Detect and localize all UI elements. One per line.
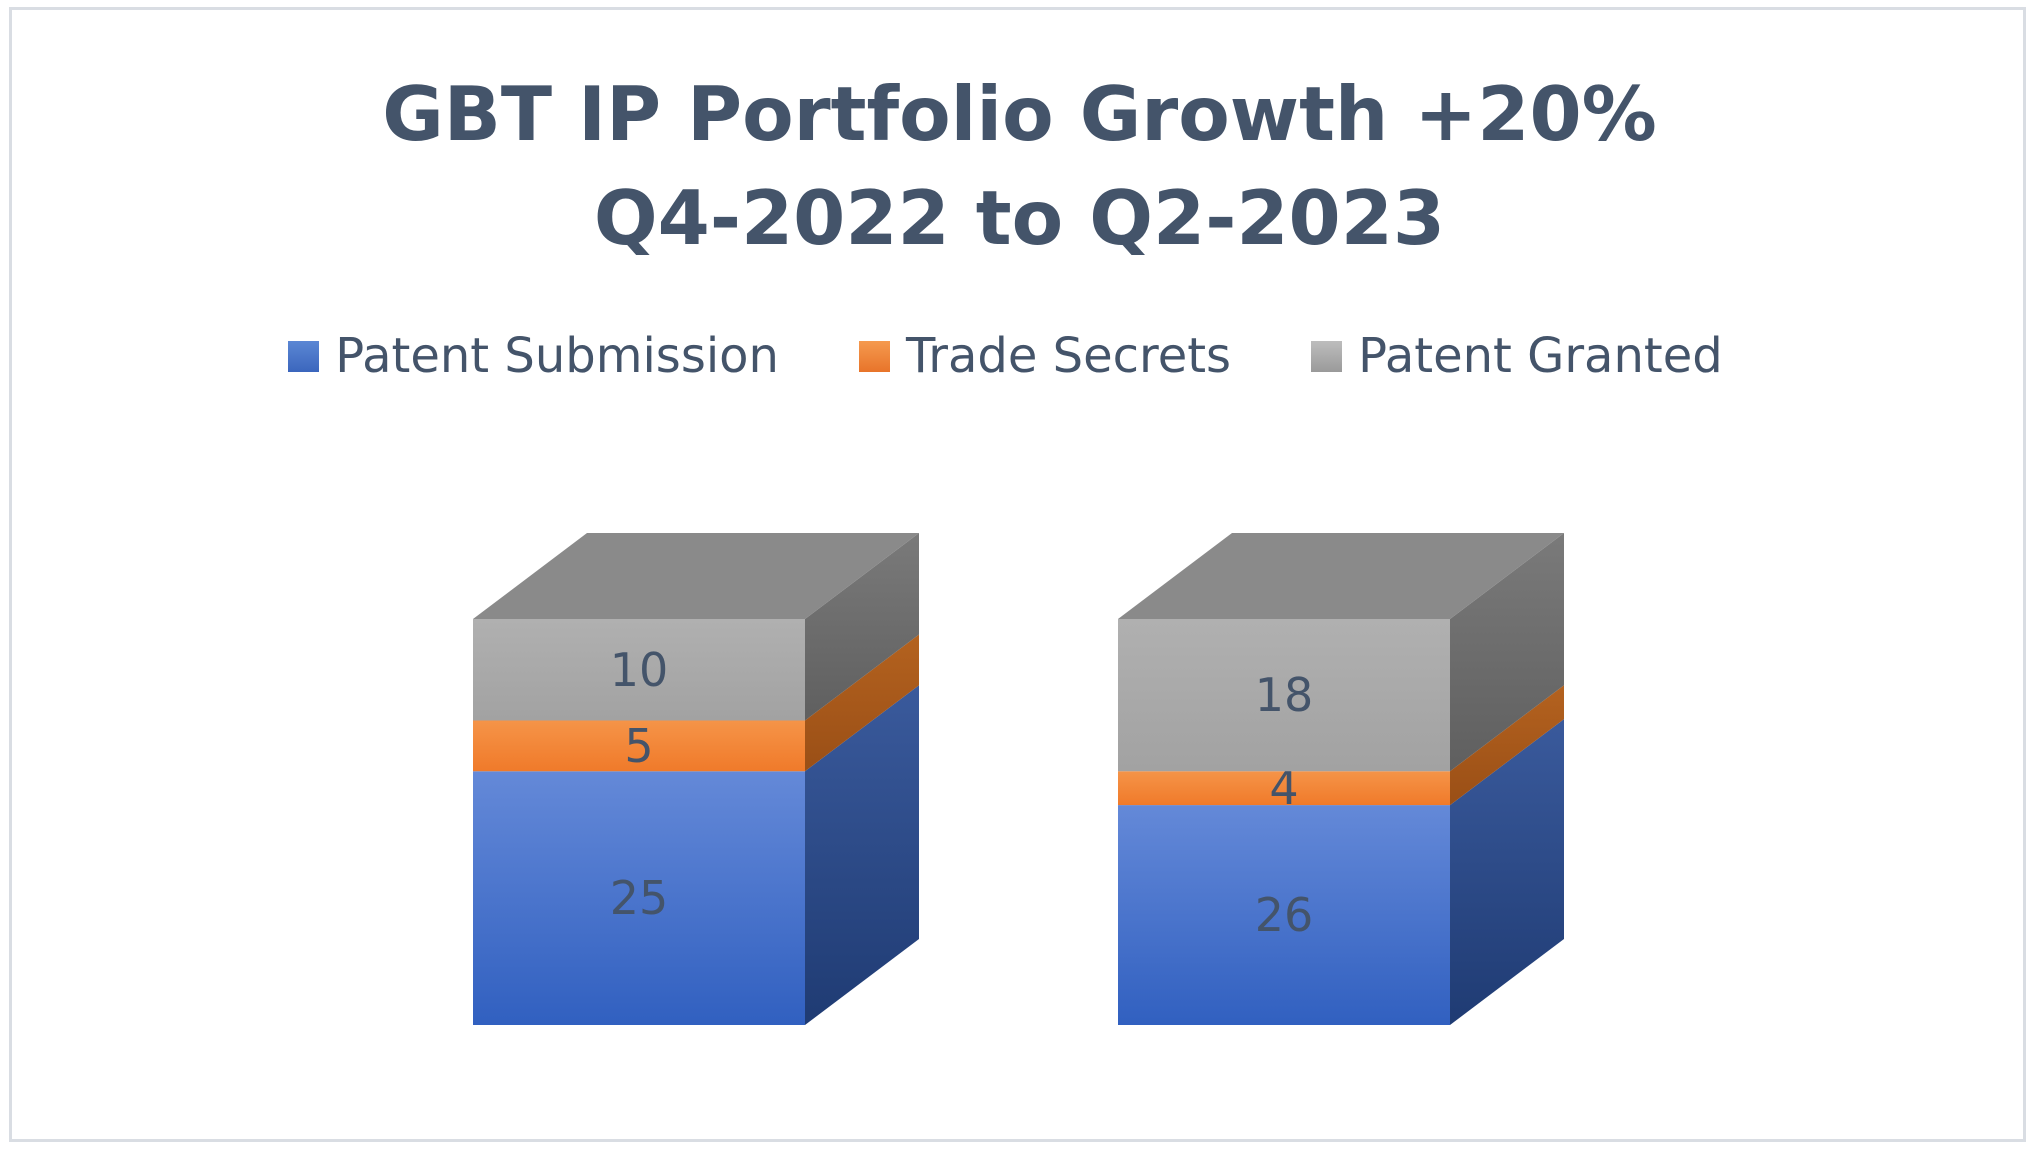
data-label-patent-granted-2: 18 xyxy=(1255,668,1314,722)
legend-swatch-patent-submission xyxy=(288,340,320,372)
bar-patent-submission-2[interactable] xyxy=(1118,805,1450,1025)
bar-top-1 xyxy=(473,533,919,619)
legend-label-patent-submission: Patent Submission xyxy=(335,328,779,384)
bar-patent-granted-2[interactable] xyxy=(1118,619,1450,772)
bar-patent-submission-1-side xyxy=(805,685,919,1025)
data-label-trade-secrets-1: 5 xyxy=(624,719,653,773)
bar-trade-secrets-1[interactable] xyxy=(473,720,805,772)
bar-patent-granted-2-side xyxy=(1450,533,1564,772)
chart-title-line-1: GBT IP Portfolio Growth +20% xyxy=(382,70,1657,158)
data-label-patent-granted-1: 10 xyxy=(610,643,669,697)
legend-item-patent-submission[interactable]: Patent Submission xyxy=(288,328,779,384)
bar-patent-submission-1[interactable] xyxy=(473,771,805,1025)
bar-trade-secrets-2[interactable] xyxy=(1118,771,1450,806)
legend-swatch-trade-secrets xyxy=(858,340,890,372)
legend-swatch-patent-granted xyxy=(1311,340,1343,372)
bar-trade-secrets-2-side xyxy=(1450,685,1564,806)
bar-trade-secrets-1-side xyxy=(805,634,919,772)
bar-patent-submission-2-side xyxy=(1450,719,1564,1025)
legend-item-trade-secrets[interactable]: Trade Secrets xyxy=(858,328,1232,384)
legend-label-trade-secrets: Trade Secrets xyxy=(905,328,1232,384)
data-label-patent-submission-1: 25 xyxy=(610,871,669,925)
chart-subtitle: Q4-2022 to Q2-2023 xyxy=(593,174,1446,262)
bar-patent-granted-1[interactable] xyxy=(473,619,805,721)
bar-patent-granted-1-side xyxy=(805,533,919,721)
legend: Patent Submission Trade Secrets Patent G… xyxy=(0,326,2025,386)
legend-label-patent-granted: Patent Granted xyxy=(1358,328,1723,384)
data-label-patent-submission-2: 26 xyxy=(1255,888,1314,942)
chart-title: GBT IP Portfolio Growth +20% Q4-2022 to … xyxy=(0,62,2039,270)
legend-item-patent-granted[interactable]: Patent Granted xyxy=(1311,328,1723,384)
bar-top-2 xyxy=(1118,533,1564,619)
chart-frame xyxy=(9,7,2026,1142)
